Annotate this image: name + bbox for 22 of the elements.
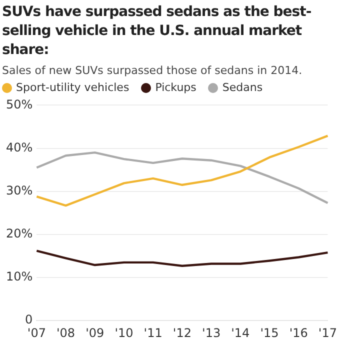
y-tick-label: 30% (6, 183, 33, 198)
x-tick-label: '17 (318, 326, 338, 340)
legend-label: Sport-utility vehicles (16, 81, 130, 94)
x-tick-label: '12 (172, 326, 192, 340)
x-tick-label: '13 (202, 326, 221, 340)
y-tick-label: 40% (6, 140, 33, 154)
x-tick-label: '08 (56, 326, 76, 340)
y-tick-label: 50% (6, 97, 33, 112)
x-tick-label: '15 (260, 326, 279, 340)
x-tick-label: '07 (27, 326, 46, 340)
y-tick-label: 20% (6, 226, 33, 241)
x-tick-label: '11 (144, 326, 162, 340)
legend-label: Pickups (155, 81, 196, 94)
y-tick-label: 0 (25, 312, 33, 327)
x-tick-label: '16 (289, 326, 308, 340)
chart-title: SUVs have surpassed sedans as the best-selling vehicle in the U.S. annual market share: (2, 3, 312, 60)
x-tick-label: '10 (114, 326, 134, 340)
y-tick-label: 10% (6, 270, 33, 284)
chart-subtitle: Sales of new SUVs surpassed those of sedans in 2014. (2, 64, 304, 77)
legend-label: Sedans (222, 81, 263, 94)
x-tick-label: '09 (86, 326, 104, 340)
x-tick-label: '14 (231, 326, 250, 340)
